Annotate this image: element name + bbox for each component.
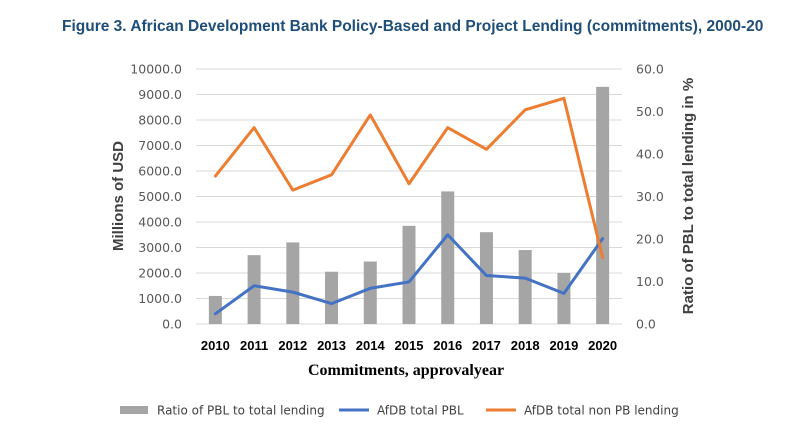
y-tick-label: 10000.0	[130, 62, 182, 77]
y2-tick-label: 60.0	[636, 62, 664, 77]
series-line-afdb-total-non-pb-lending	[213, 96, 605, 260]
bar	[596, 86, 610, 324]
x-tick-label: 2013	[317, 338, 346, 353]
series-line-afdb-total-pbl	[213, 233, 605, 316]
x-tick-label: 2017	[472, 338, 501, 353]
bar	[325, 271, 339, 324]
x-tick-label: 2014	[356, 338, 386, 353]
y-tick-label: 9000.0	[138, 87, 182, 102]
x-tick-label: 2019	[549, 338, 578, 353]
bar	[363, 261, 377, 324]
y2-tick-label: 30.0	[636, 189, 664, 204]
x-tick-label: 2016	[433, 338, 462, 353]
y-tick-label: 8000.0	[138, 113, 182, 128]
y-tick-label: 2000.0	[138, 266, 182, 281]
y-tick-label: 3000.0	[138, 240, 182, 255]
y-axis-title: Millions of USD	[110, 141, 127, 251]
y2-tick-label: 0.0	[636, 317, 656, 332]
bar	[479, 232, 493, 324]
bar	[518, 250, 532, 324]
x-tick-label: 2020	[588, 338, 617, 353]
x-tick-label: 2018	[511, 338, 540, 353]
y-tick-label: 1000.0	[138, 291, 182, 306]
bar	[208, 295, 222, 324]
bar	[247, 255, 261, 324]
x-tick-label: 2015	[395, 338, 424, 353]
x-tick-label: 2012	[278, 338, 307, 353]
y-tick-label: 6000.0	[138, 164, 182, 179]
bar-series	[208, 86, 610, 324]
legend-swatch	[120, 406, 148, 414]
y2-tick-label: 50.0	[636, 104, 664, 119]
bar	[441, 191, 455, 324]
x-tick-label: 2010	[201, 338, 230, 353]
y2-axis-title: Ratio of PBL to total lending in %	[680, 78, 697, 314]
y-tick-label: 7000.0	[138, 138, 182, 153]
bar	[557, 273, 571, 324]
x-axis: 2010 2011 2012 2013 2014 2015 2016 2017 2018 2019…	[201, 338, 617, 353]
legend-label: Ratio of PBL to total lending	[157, 404, 325, 418]
bar	[286, 242, 300, 324]
y-axis-right: 0.0 10.0 20.0 30.0 40.0 50.0 60.0	[636, 62, 664, 332]
y-axis-left: 0.0 1000.0 2000.0 3000.0 4000.0 5000.0 6000.0 7…	[130, 62, 182, 332]
y-tick-label: 0.0	[162, 317, 182, 332]
y2-tick-label: 40.0	[636, 147, 664, 162]
y2-tick-label: 10.0	[636, 274, 664, 289]
figure-title: Figure 3. African Development Bank Polic…	[62, 18, 764, 35]
y2-tick-label: 20.0	[636, 232, 664, 247]
x-tick-label: 2011	[240, 338, 268, 353]
bar	[402, 225, 416, 324]
legend: Ratio of PBL to total lending AfDB total …	[120, 404, 679, 418]
y-tick-label: 5000.0	[138, 189, 182, 204]
legend-label: AfDB total PBL	[377, 404, 464, 418]
legend-label: AfDB total non PB lending	[524, 404, 679, 418]
line-series	[213, 96, 605, 316]
x-axis-title: Commitments, approvalyear	[308, 362, 504, 379]
y-tick-label: 4000.0	[138, 215, 182, 230]
